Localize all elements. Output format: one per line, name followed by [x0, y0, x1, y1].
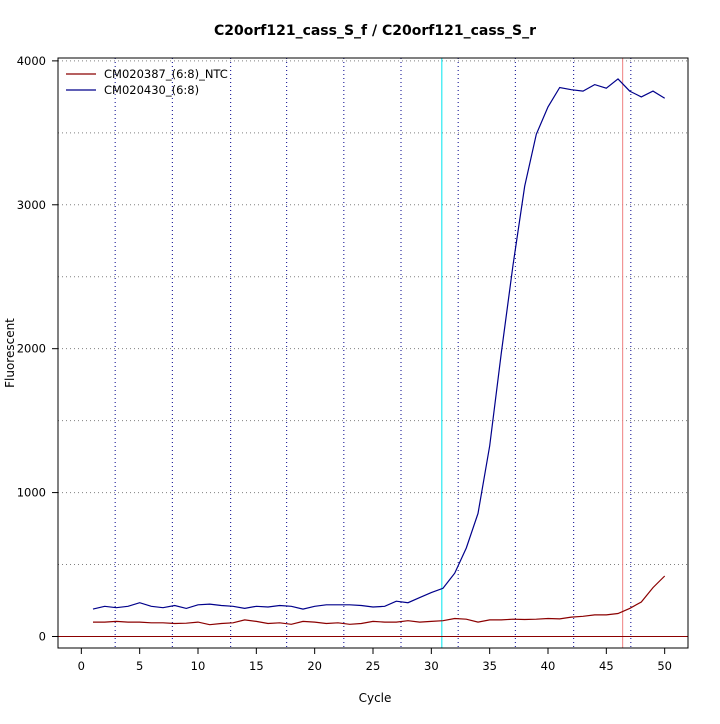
series-line-1 — [93, 575, 666, 626]
legend-label-1: CM020387_(6:8)_NTC — [104, 67, 228, 81]
x-tick-label: 20 — [307, 659, 322, 673]
chart-title: C20orf121_cass_S_f / C20orf121_cass_S_r — [214, 23, 536, 39]
legend: CM020387_(6:8)_NTC CM020430_(6:8) — [66, 67, 228, 97]
x-axis: 0 5 10 15 20 25 30 35 40 45 50 — [78, 648, 672, 673]
x-tick-label: 15 — [249, 659, 264, 673]
x-tick-label: 10 — [191, 659, 206, 673]
x-axis-label: Cycle — [359, 691, 392, 705]
legend-label-2: CM020430_(6:8) — [104, 83, 199, 97]
y-tick-label: 2000 — [17, 342, 46, 356]
x-tick-label: 35 — [482, 659, 497, 673]
x-tick-label: 45 — [599, 659, 614, 673]
grid-layer — [58, 60, 688, 566]
y-axis-label: Fluorescent — [3, 318, 17, 388]
x-tick-label: 30 — [424, 659, 439, 673]
vertical-markers — [114, 58, 632, 648]
plot-frame — [57, 57, 689, 649]
series-line-2 — [92, 78, 666, 610]
series-layer — [92, 78, 666, 626]
y-tick-label: 3000 — [17, 198, 46, 212]
x-tick-label: 5 — [136, 659, 143, 673]
x-tick-label: 0 — [78, 659, 85, 673]
y-tick-label: 0 — [39, 629, 46, 643]
x-tick-label: 50 — [657, 659, 672, 673]
x-tick-label: 40 — [541, 659, 556, 673]
y-axis: 0 1000 2000 3000 4000 — [17, 54, 58, 643]
y-tick-label: 1000 — [17, 486, 46, 500]
x-tick-label: 25 — [366, 659, 381, 673]
y-tick-label: 4000 — [17, 54, 46, 68]
